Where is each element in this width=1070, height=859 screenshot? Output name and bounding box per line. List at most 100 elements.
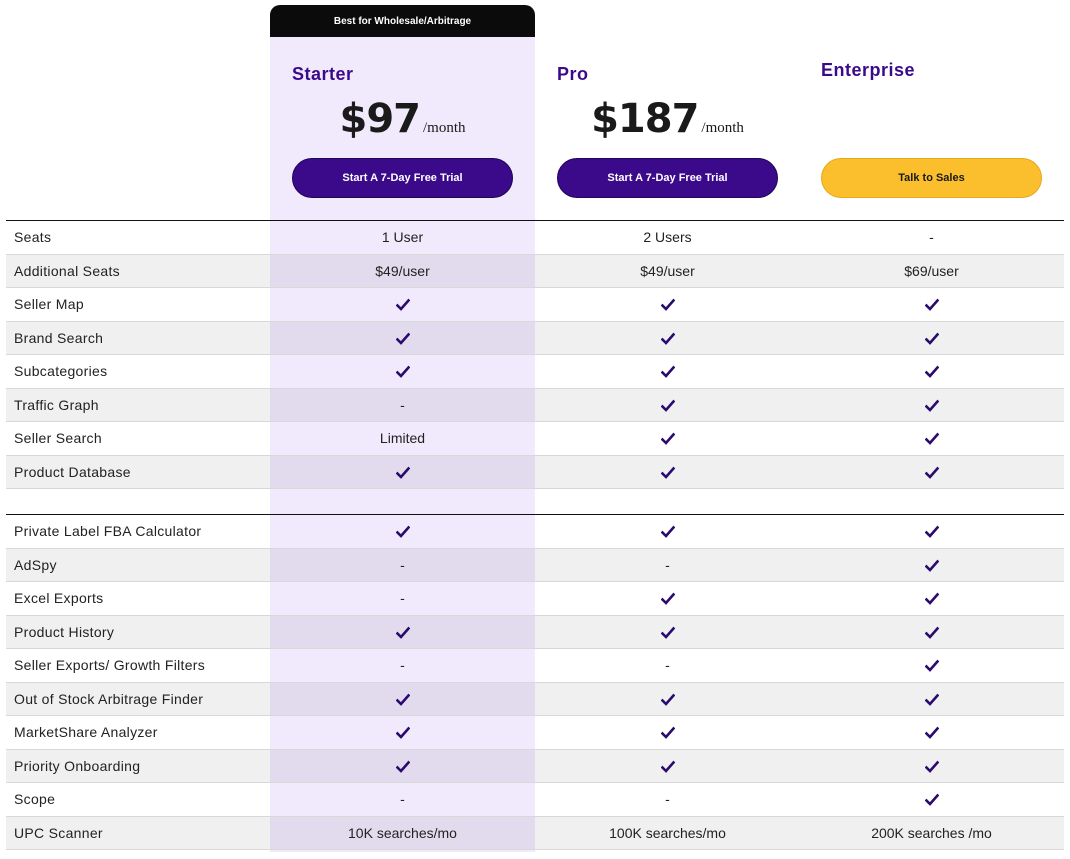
price-amount: $97 xyxy=(339,96,420,142)
check-icon xyxy=(535,464,800,480)
feature-table-advanced: Private Label FBA Calculator AdSpy - - Excel… xyxy=(6,515,1064,850)
table-row: Scope - - xyxy=(6,783,1064,817)
table-row: UPC Scanner 10K searches/mo 100K searches/… xyxy=(6,816,1064,850)
check-icon xyxy=(799,363,1064,379)
table-row: Product History xyxy=(6,615,1064,649)
feature-label: Subcategories xyxy=(14,363,108,380)
not-included-dash: - xyxy=(665,556,670,573)
price-amount: $187 xyxy=(591,96,699,142)
feature-label: Product History xyxy=(14,623,115,640)
check-icon xyxy=(799,657,1064,673)
check-icon xyxy=(799,557,1064,573)
table-row: Seller Exports/ Growth Filters - - xyxy=(6,649,1064,683)
check-icon xyxy=(535,397,800,413)
not-included-dash: - xyxy=(400,590,405,607)
not-included-dash: - xyxy=(929,229,934,246)
feature-label: Out of Stock Arbitrage Finder xyxy=(14,690,204,707)
check-icon xyxy=(535,590,800,606)
not-included-dash: - xyxy=(400,396,405,413)
table-row: Seller Map xyxy=(6,288,1064,322)
feature-label: AdSpy xyxy=(14,556,57,573)
check-icon xyxy=(270,464,535,480)
check-icon xyxy=(270,523,535,539)
feature-table-core: Seats 1 User 2 Users - Additional Seats $49/u… xyxy=(6,221,1064,489)
section-divider xyxy=(6,514,1064,515)
table-top-divider xyxy=(6,220,1064,221)
table-row: Additional Seats $49/user $49/user $69/user xyxy=(6,254,1064,288)
check-icon xyxy=(799,590,1064,606)
plan-name: Starter xyxy=(292,64,354,84)
feature-label: Seller Search xyxy=(14,430,102,447)
feature-label: Scope xyxy=(14,791,56,808)
table-row: Subcategories xyxy=(6,355,1064,389)
check-icon xyxy=(799,296,1064,312)
check-icon xyxy=(799,691,1064,707)
feature-label: Private Label FBA Calculator xyxy=(14,523,202,540)
plan-name: Pro xyxy=(557,64,589,84)
feature-value: Limited xyxy=(379,430,426,447)
check-icon xyxy=(535,624,800,640)
table-row: Brand Search xyxy=(6,321,1064,355)
check-icon xyxy=(535,758,800,774)
feature-value: 10K searches/mo xyxy=(348,824,457,841)
feature-label: Brand Search xyxy=(14,329,104,346)
not-included-dash: - xyxy=(400,556,405,573)
table-row: Seller Search Limited xyxy=(6,422,1064,456)
plan-name: Enterprise xyxy=(821,60,916,80)
feature-value: $49/user xyxy=(640,262,695,279)
check-icon xyxy=(535,330,800,346)
check-icon xyxy=(270,330,535,346)
plan-price: $187 /month xyxy=(535,96,800,142)
start-trial-button[interactable]: Start A 7-Day Free Trial xyxy=(557,158,778,198)
start-trial-button[interactable]: Start A 7-Day Free Trial xyxy=(292,158,513,198)
check-icon xyxy=(270,724,535,740)
price-period: /month xyxy=(422,120,466,136)
table-row: Seats 1 User 2 Users - xyxy=(6,221,1064,255)
check-icon xyxy=(535,430,800,446)
check-icon xyxy=(799,624,1064,640)
feature-value: $49/user xyxy=(375,262,430,279)
check-icon xyxy=(270,363,535,379)
check-icon xyxy=(799,791,1064,807)
check-icon xyxy=(535,296,800,312)
feature-value: 100K searches/mo xyxy=(609,824,726,841)
check-icon xyxy=(535,724,800,740)
check-icon xyxy=(535,363,800,379)
price-period: /month xyxy=(701,120,744,136)
check-icon xyxy=(270,624,535,640)
not-included-dash: - xyxy=(400,791,405,808)
check-icon xyxy=(799,724,1064,740)
table-row: Out of Stock Arbitrage Finder xyxy=(6,682,1064,716)
feature-label: Seller Map xyxy=(14,296,84,313)
feature-value: 1 User xyxy=(381,229,424,246)
feature-label: Traffic Graph xyxy=(14,396,99,413)
not-included-dash: - xyxy=(665,791,670,808)
check-icon xyxy=(535,691,800,707)
not-included-dash: - xyxy=(665,657,670,674)
table-row: Traffic Graph - xyxy=(6,388,1064,422)
table-row: Product Database xyxy=(6,455,1064,489)
check-icon xyxy=(270,758,535,774)
feature-label: Priority Onboarding xyxy=(14,757,141,774)
table-row: Priority Onboarding xyxy=(6,749,1064,783)
check-icon xyxy=(799,464,1064,480)
feature-label: Additional Seats xyxy=(14,262,120,279)
table-row: Private Label FBA Calculator xyxy=(6,515,1064,549)
check-icon xyxy=(799,430,1064,446)
table-row: Excel Exports - xyxy=(6,582,1064,616)
feature-value: 2 Users xyxy=(643,229,692,246)
feature-value: 200K searches /mo xyxy=(871,824,992,841)
best-for-badge: Best for Wholesale/Arbitrage xyxy=(270,5,535,37)
check-icon xyxy=(270,296,535,312)
check-icon xyxy=(270,691,535,707)
feature-label: MarketShare Analyzer xyxy=(14,724,158,741)
feature-value: $69/user xyxy=(904,262,959,279)
check-icon xyxy=(799,523,1064,539)
feature-label: Product Database xyxy=(14,463,131,480)
feature-label: Seller Exports/ Growth Filters xyxy=(14,657,206,674)
check-icon xyxy=(799,397,1064,413)
talk-to-sales-button[interactable]: Talk to Sales xyxy=(821,158,1042,198)
check-icon xyxy=(799,330,1064,346)
feature-label: Excel Exports xyxy=(14,590,104,607)
check-icon xyxy=(799,758,1064,774)
